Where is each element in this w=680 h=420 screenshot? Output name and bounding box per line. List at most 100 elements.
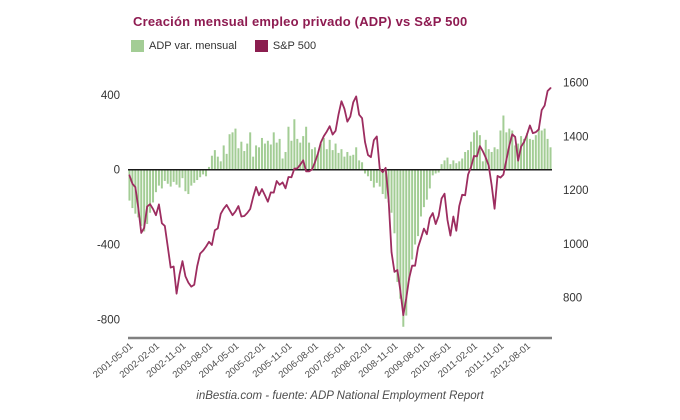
adp-bar — [311, 149, 314, 170]
adp-bar — [278, 138, 281, 170]
adp-bar — [343, 156, 346, 170]
adp-bar — [213, 150, 216, 170]
adp-bar — [381, 169, 384, 195]
adp-bar — [246, 143, 249, 170]
adp-bar — [387, 169, 390, 203]
adp-bar — [396, 169, 399, 282]
adp-bar — [484, 139, 487, 170]
adp-bar — [366, 169, 369, 177]
adp-bar — [464, 151, 467, 170]
adp-bar — [237, 148, 240, 170]
adp-bar — [199, 169, 202, 178]
adp-bar — [269, 144, 272, 170]
adp-bar — [537, 128, 540, 170]
adp-bar — [322, 137, 325, 170]
adp-bar — [449, 164, 452, 170]
sp500-line — [128, 87, 552, 317]
adp-bar — [302, 136, 305, 170]
adp-bar — [411, 169, 414, 260]
adp-bar — [422, 169, 425, 208]
adp-bar — [514, 145, 517, 170]
adp-bar — [137, 169, 140, 218]
adp-bar — [496, 149, 499, 170]
adp-bar — [140, 169, 143, 226]
adp-bar — [455, 163, 458, 170]
sp500-legend-label: S&P 500 — [272, 40, 317, 52]
adp-bar — [525, 133, 528, 170]
adp-bar — [393, 169, 396, 234]
adp-legend-swatch-icon — [131, 40, 144, 52]
adp-bar — [143, 169, 146, 232]
adp-bar — [166, 169, 169, 184]
adp-bar — [437, 169, 440, 173]
adp-bar — [425, 169, 428, 200]
adp-bar — [461, 158, 464, 170]
adp-bar — [249, 132, 252, 170]
adp-bar — [255, 145, 258, 170]
adp-bar — [511, 130, 514, 170]
adp-bar — [187, 169, 190, 195]
adp-bar — [252, 156, 255, 170]
adp-bar — [358, 160, 361, 170]
adp-bar — [258, 147, 261, 170]
adp-bar — [263, 143, 266, 170]
adp-bar — [414, 169, 417, 245]
adp-bar — [149, 169, 152, 213]
adp-bar — [481, 161, 484, 170]
adp-bar — [446, 157, 449, 170]
adp-bar — [169, 169, 172, 187]
adp-bar — [181, 169, 184, 179]
adp-bar — [490, 151, 493, 170]
adp-bar — [499, 130, 502, 170]
adp-bar — [458, 161, 461, 170]
adp-bar — [540, 130, 543, 170]
right-axis-tick-label: 1400 — [563, 131, 589, 143]
adp-bar — [520, 136, 523, 170]
adp-bar — [467, 150, 470, 170]
adp-bar — [434, 169, 437, 174]
adp-bar — [328, 139, 331, 170]
adp-bar — [228, 134, 231, 170]
adp-bar — [390, 169, 393, 213]
adp-bar — [313, 147, 316, 170]
chart-legend: ADP var. mensual S&P 500 — [131, 40, 334, 52]
adp-bar — [293, 119, 296, 170]
adp-bar — [428, 169, 431, 189]
adp-bar — [222, 145, 225, 170]
adp-bar — [472, 132, 475, 170]
adp-bar — [216, 156, 219, 170]
adp-bar — [287, 126, 290, 170]
adp-bar — [384, 169, 387, 199]
adp-bar — [528, 138, 531, 170]
adp-bar — [340, 149, 343, 170]
adp-bar — [419, 169, 422, 217]
adp-bar — [205, 169, 208, 177]
adp-bar — [190, 169, 193, 186]
adp-bar — [296, 138, 299, 170]
adp-bar — [375, 169, 378, 183]
adp-bar — [219, 161, 222, 170]
adp-bar — [549, 147, 552, 170]
adp-bar — [316, 153, 319, 170]
adp-bar — [402, 169, 405, 327]
adp-bar — [337, 152, 340, 170]
adp-bar — [349, 155, 352, 170]
adp-bar — [505, 132, 508, 170]
adp-bar — [452, 160, 455, 170]
adp-bar — [305, 126, 308, 170]
legend-item-sp500: S&P 500 — [254, 40, 317, 52]
adp-bar — [243, 151, 246, 170]
adp-legend-label: ADP var. mensual — [149, 40, 237, 52]
adp-bar — [175, 169, 178, 185]
adp-bar — [523, 138, 526, 170]
left-axis-tick-label: 0 — [114, 165, 120, 177]
chart-title: Creación mensual empleo privado (ADP) vs… — [133, 14, 468, 29]
adp-bar — [225, 153, 228, 170]
adp-bar — [378, 169, 381, 187]
adp-bar — [163, 169, 166, 181]
adp-bar — [128, 169, 131, 201]
adp-bar — [299, 142, 302, 170]
adp-bar — [531, 139, 534, 170]
adp-bar — [364, 169, 367, 174]
